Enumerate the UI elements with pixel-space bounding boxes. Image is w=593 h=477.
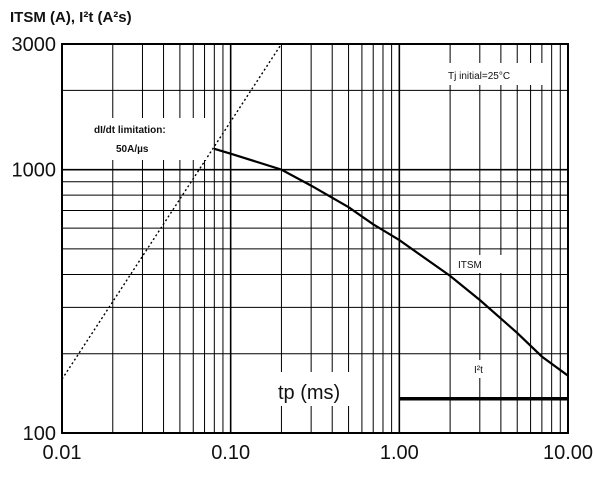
didt-annotation-line2: 50A/µs: [116, 144, 149, 155]
y-tick-label: 100: [23, 423, 56, 445]
plot-frame: [61, 43, 569, 434]
series-label-i2t: I²t: [474, 365, 483, 376]
series-line-itsm: [213, 147, 569, 377]
y-tick-labels: 100 1000 3000: [12, 34, 57, 445]
x-tick-labels: 0.01 0.10 1.00 10.00: [43, 442, 593, 464]
x-tick-label: 1.00: [380, 442, 419, 464]
x-tick-label: 10.00: [543, 442, 593, 464]
didt-annotation-line1: dI/dt limitation:: [94, 125, 166, 136]
series-label-itsm: ITSM: [458, 260, 482, 271]
i2t-label-bg: [469, 360, 499, 378]
didt-bg: [79, 118, 207, 160]
plot-grid: [62, 44, 568, 433]
x-axis-title: tp (ms): [278, 382, 340, 404]
x-tick-label: 0.10: [211, 442, 250, 464]
itsm-label-bg: [452, 255, 506, 273]
y-tick-label: 3000: [12, 34, 57, 56]
didt-limit-line: [61, 43, 282, 380]
condition-annotation: Tj initial=25°C: [448, 71, 510, 82]
condition-bg: [443, 63, 549, 85]
x-tick-label: 0.01: [43, 442, 82, 464]
y-axis-title: ITSM (A), I²t (A²s): [10, 9, 132, 26]
y-tick-label: 1000: [12, 160, 57, 182]
series-group: [61, 43, 569, 401]
x-axis-title-bg: [271, 372, 355, 406]
